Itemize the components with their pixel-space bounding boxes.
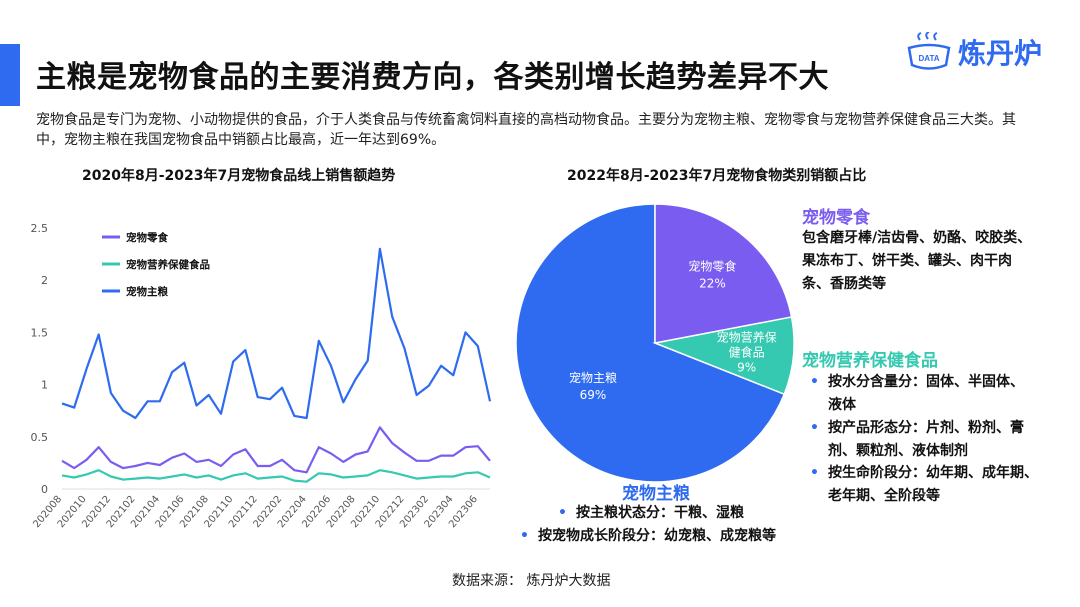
main-heading: 宠物主粮: [622, 484, 690, 504]
series-line: [61, 426, 491, 474]
health-bullet: 按产品形态分：片剂、粉剂、膏 剂、颗粒剂、液体制剂: [808, 417, 1024, 463]
line-chart: 00.511.522.52020082020102020122021022021…: [31, 222, 492, 530]
pie-pct-main: 69%: [580, 388, 607, 402]
bullet-line: 液体: [828, 397, 856, 413]
series-line: [61, 247, 492, 420]
brand-logo: DATA 炼丹炉: [906, 32, 1042, 72]
pie-label-snack: 宠物零食: [688, 259, 736, 274]
snack-line: 果冻布丁、饼干类、罐头、肉干肉: [802, 253, 1012, 269]
pie-label-main: 宠物主粮: [569, 370, 617, 385]
bullet-line: 按水分含量分：固体、半固体、: [828, 374, 1024, 390]
y-tick-label: 1.5: [31, 326, 49, 339]
legend-label: 宠物营养保健食品: [126, 258, 210, 271]
pot-logo-icon: DATA: [907, 32, 951, 70]
y-tick-label: 2.5: [31, 222, 49, 235]
bullet-line: 按生命阶段分：幼年期、成年期、: [828, 465, 1038, 481]
legend-label: 宠物主粮: [126, 285, 168, 298]
bullet-line: 剂、颗粒剂、液体制剂: [828, 443, 968, 459]
y-tick-label: 0.5: [31, 431, 49, 444]
brand-name: 炼丹炉: [957, 37, 1042, 70]
data-source: 数据来源： 炼丹炉大数据: [452, 573, 611, 589]
pie-slice: [654, 203, 793, 344]
pie-slice: [652, 316, 795, 396]
pie-pct-health: 9%: [737, 361, 756, 375]
page-title: 主粮是宠物食品的主要消费方向，各类别增长趋势差异不大: [36, 60, 829, 95]
bullet-line: 老年期、全阶段等: [828, 488, 940, 504]
pie-pct-snack: 22%: [699, 277, 726, 291]
health-bullet: 按水分含量分：固体、半固体、 液体: [808, 371, 1024, 417]
series-line: [61, 469, 491, 483]
health-bullet: 按生命阶段分：幼年期、成年期、 老年期、全阶段等: [808, 462, 1038, 508]
pie-chart: 宠物零食 22% 宠物营养保 健食品 9% 宠物主粮 69%: [515, 203, 795, 483]
description-text: 宠物食品是专门为宠物、小动物提供的食品，介于人类食品与传统畜禽饲料直接的高档动物…: [36, 112, 1016, 148]
snack-heading: 宠物零食: [802, 208, 870, 228]
pie-label-health-1: 宠物营养保: [717, 330, 777, 345]
pie-chart-title: 2022年8月-2023年7月宠物食物类别销额占比: [567, 168, 867, 184]
bullet-line: 按产品形态分：片剂、粉剂、膏: [828, 420, 1024, 436]
legend-label: 宠物零食: [126, 231, 168, 244]
logo-badge: DATA: [918, 54, 939, 63]
health-heading: 宠物营养保健食品: [802, 351, 938, 371]
snack-line: 条、香肠类等: [802, 276, 886, 292]
y-tick-label: 1: [41, 379, 48, 392]
pie-label-health-2: 健食品: [729, 345, 765, 360]
line-chart-title: 2020年8月-2023年7月宠物食品线上销售额趋势: [82, 168, 396, 184]
main-bullet: 按主粮状态分：干粮、湿粮: [556, 502, 744, 525]
y-tick-label: 0: [41, 483, 48, 496]
snack-line: 包含磨牙棒/洁齿骨、奶酪、咬胶类、: [802, 230, 1032, 246]
y-tick-label: 2: [41, 274, 48, 287]
pie-slice: [515, 203, 786, 483]
snack-description: 包含磨牙棒/洁齿骨、奶酪、咬胶类、 果冻布丁、饼干类、罐头、肉干肉 条、香肠类等: [802, 227, 1031, 296]
title-accent-bar: [0, 44, 20, 106]
main-bullet: 按宠物成长阶段分：幼宠粮、成宠粮等: [518, 525, 776, 548]
